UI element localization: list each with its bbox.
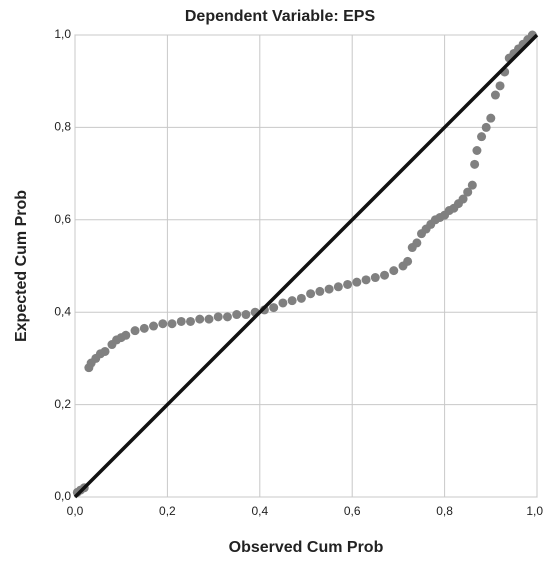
y-tick-label: 0,6 bbox=[54, 212, 71, 226]
x-tick-label: 0,0 bbox=[67, 504, 84, 518]
x-tick-label: 0,6 bbox=[344, 504, 361, 518]
point bbox=[213, 312, 223, 322]
x-tick-label: 0,8 bbox=[436, 504, 453, 518]
point bbox=[343, 279, 353, 289]
x-tick-label: 1,0 bbox=[526, 504, 543, 518]
point bbox=[481, 122, 491, 132]
y-axis-label: Expected Cum Prob bbox=[13, 190, 30, 342]
point bbox=[100, 346, 110, 356]
y-tick-label: 0,8 bbox=[54, 120, 71, 134]
point bbox=[470, 159, 480, 169]
chart-title: Dependent Variable: EPS bbox=[185, 8, 376, 25]
point bbox=[121, 330, 131, 340]
point bbox=[477, 132, 487, 142]
point bbox=[186, 316, 195, 326]
point bbox=[232, 310, 242, 320]
point bbox=[467, 180, 477, 190]
x-tick-label: 0,2 bbox=[159, 504, 176, 518]
y-tick-label: 0,2 bbox=[54, 397, 71, 411]
point bbox=[315, 286, 325, 296]
point bbox=[486, 113, 496, 123]
point bbox=[149, 321, 159, 331]
point bbox=[333, 282, 343, 292]
point bbox=[490, 90, 500, 100]
x-tick-label: 0,4 bbox=[251, 504, 268, 518]
point bbox=[324, 284, 334, 294]
point bbox=[361, 275, 371, 285]
point bbox=[167, 319, 177, 329]
point bbox=[472, 146, 482, 155]
x-axis-label: Observed Cum Prob bbox=[229, 539, 384, 556]
y-tick-label: 0,4 bbox=[54, 304, 71, 318]
point bbox=[296, 293, 306, 303]
point bbox=[380, 270, 390, 280]
point bbox=[195, 314, 205, 324]
point bbox=[241, 310, 251, 320]
point bbox=[287, 296, 297, 306]
point bbox=[370, 273, 380, 283]
point bbox=[222, 312, 232, 322]
point bbox=[389, 266, 399, 276]
point bbox=[495, 81, 505, 91]
point bbox=[306, 289, 316, 299]
point bbox=[130, 326, 140, 336]
point bbox=[278, 298, 288, 308]
point bbox=[412, 238, 422, 248]
point bbox=[139, 323, 149, 333]
point bbox=[352, 277, 362, 287]
reference-line bbox=[73, 33, 539, 499]
point bbox=[458, 194, 468, 204]
point bbox=[403, 256, 413, 266]
point bbox=[463, 187, 473, 197]
point bbox=[269, 303, 279, 313]
y-tick-label: 1,0 bbox=[54, 27, 71, 41]
y-tick-label: 0,0 bbox=[54, 489, 71, 503]
point bbox=[176, 316, 186, 326]
point bbox=[158, 319, 168, 329]
point bbox=[204, 314, 214, 324]
